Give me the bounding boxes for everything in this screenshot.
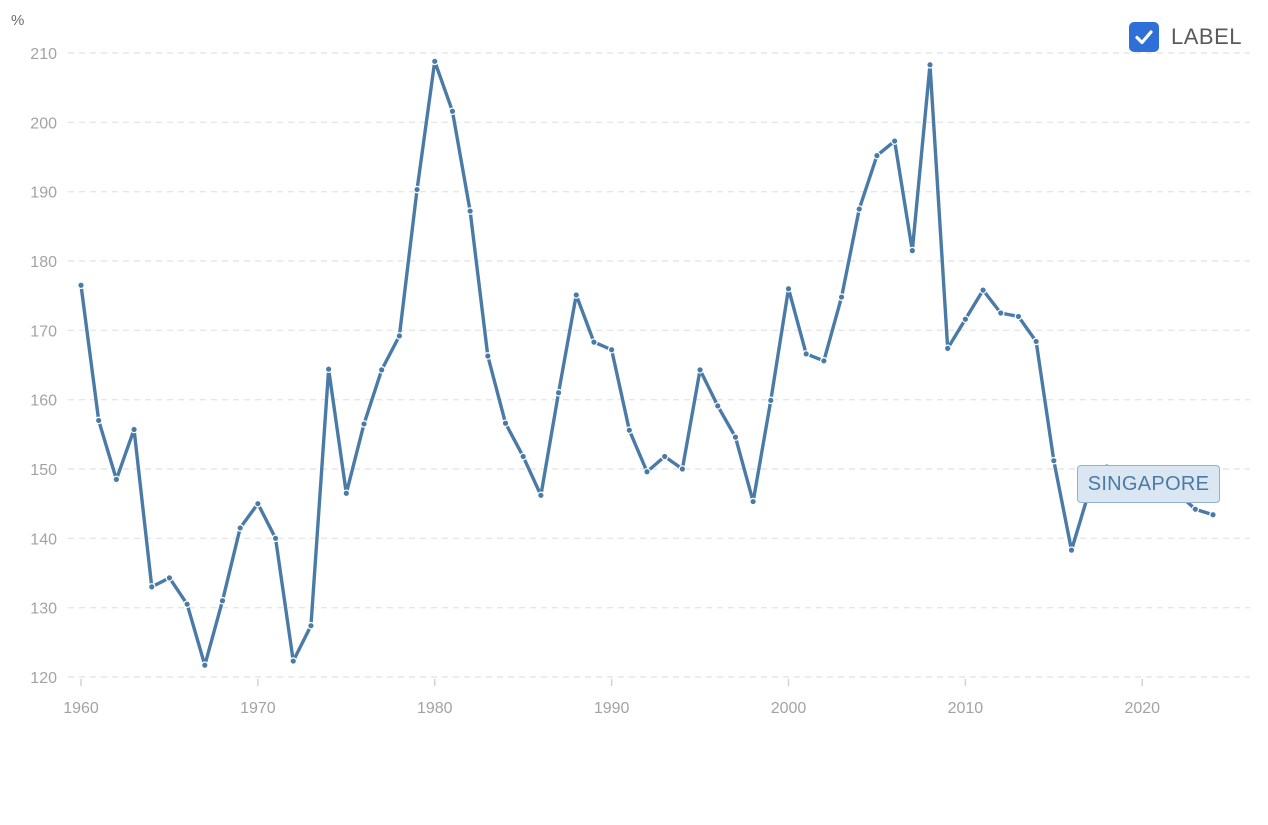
data-point[interactable] bbox=[713, 402, 722, 410]
data-point[interactable] bbox=[820, 357, 828, 365]
series-label-tag[interactable]: SINGAPORE bbox=[1077, 465, 1220, 503]
data-point[interactable] bbox=[802, 350, 810, 358]
data-point[interactable] bbox=[908, 246, 917, 255]
data-point[interactable] bbox=[112, 475, 121, 484]
legend-label: LABEL bbox=[1171, 24, 1242, 49]
y-tick-label: 210 bbox=[30, 46, 57, 63]
series-line-singapore bbox=[79, 59, 1215, 667]
y-axis-unit-label: % bbox=[11, 12, 25, 29]
y-axis-ticks: 120 130 140 150 160 170 180 190 200 210 bbox=[30, 46, 57, 687]
data-point[interactable] bbox=[448, 107, 457, 116]
data-point[interactable] bbox=[130, 425, 138, 434]
legend-checkbox[interactable] bbox=[1129, 22, 1159, 52]
data-point[interactable] bbox=[413, 185, 421, 194]
x-tick-label: 1960 bbox=[63, 700, 99, 717]
x-tick-label: 1980 bbox=[417, 700, 453, 717]
data-point[interactable] bbox=[837, 293, 846, 301]
data-point[interactable] bbox=[643, 467, 651, 476]
data-point[interactable] bbox=[943, 344, 952, 353]
data-point[interactable] bbox=[890, 137, 899, 145]
x-tick-label: 2020 bbox=[1124, 700, 1160, 717]
data-point[interactable] bbox=[307, 621, 315, 630]
data-point[interactable] bbox=[1067, 546, 1076, 554]
y-tick-label: 160 bbox=[30, 393, 57, 410]
data-point[interactable] bbox=[1032, 337, 1040, 346]
data-point[interactable] bbox=[466, 207, 474, 215]
data-point[interactable] bbox=[377, 366, 386, 374]
data-point[interactable] bbox=[484, 352, 492, 360]
data-point[interactable] bbox=[1014, 312, 1023, 321]
x-tick-label: 1970 bbox=[240, 700, 276, 717]
data-point[interactable] bbox=[660, 452, 669, 461]
data-point[interactable] bbox=[696, 366, 704, 374]
y-tick-label: 120 bbox=[30, 670, 57, 687]
data-point[interactable] bbox=[324, 365, 333, 373]
data-point[interactable] bbox=[501, 419, 510, 428]
y-tick-label: 140 bbox=[30, 531, 57, 548]
data-point[interactable] bbox=[183, 600, 191, 609]
data-point[interactable] bbox=[236, 524, 244, 532]
data-point[interactable] bbox=[855, 205, 864, 213]
checkmark-icon bbox=[1135, 30, 1153, 45]
legend-toggle[interactable]: LABEL bbox=[1129, 22, 1242, 52]
data-point[interactable] bbox=[360, 420, 368, 428]
data-point[interactable] bbox=[961, 315, 970, 324]
data-point[interactable] bbox=[979, 286, 987, 294]
data-point[interactable] bbox=[926, 60, 934, 69]
data-point[interactable] bbox=[218, 596, 227, 605]
y-tick-label: 150 bbox=[30, 462, 57, 479]
data-point[interactable] bbox=[996, 309, 1005, 317]
data-point[interactable] bbox=[342, 489, 351, 498]
x-tick-label: 2000 bbox=[771, 700, 807, 717]
gridlines bbox=[68, 52, 1250, 678]
y-tick-label: 130 bbox=[30, 601, 57, 618]
data-point[interactable] bbox=[147, 583, 156, 591]
x-tick-label: 1990 bbox=[594, 700, 630, 717]
data-point[interactable] bbox=[395, 332, 404, 340]
data-point[interactable] bbox=[572, 291, 581, 299]
data-point[interactable] bbox=[554, 388, 563, 397]
data-point[interactable] bbox=[430, 57, 439, 66]
data-point[interactable] bbox=[94, 416, 103, 425]
data-point[interactable] bbox=[1191, 505, 1200, 514]
y-tick-label: 170 bbox=[30, 323, 57, 340]
data-point[interactable] bbox=[77, 281, 85, 290]
y-tick-label: 180 bbox=[30, 254, 57, 271]
data-point[interactable] bbox=[749, 497, 757, 506]
data-point[interactable] bbox=[165, 574, 174, 582]
data-point[interactable] bbox=[625, 426, 634, 434]
data-point[interactable] bbox=[519, 452, 527, 461]
data-point[interactable] bbox=[537, 491, 545, 500]
data-point[interactable] bbox=[590, 338, 598, 346]
data-point[interactable] bbox=[1209, 510, 1217, 519]
series-points bbox=[77, 57, 1217, 670]
y-tick-label: 200 bbox=[30, 115, 57, 132]
y-tick-label: 190 bbox=[30, 185, 57, 202]
x-tick-label: 2010 bbox=[948, 700, 984, 717]
data-point[interactable] bbox=[1050, 456, 1058, 465]
data-point[interactable] bbox=[201, 661, 209, 670]
data-point[interactable] bbox=[873, 151, 881, 160]
data-point[interactable] bbox=[767, 396, 775, 405]
data-point[interactable] bbox=[731, 433, 740, 441]
data-point[interactable] bbox=[271, 534, 280, 543]
data-point[interactable] bbox=[784, 284, 793, 293]
data-point[interactable] bbox=[254, 499, 262, 508]
data-point[interactable] bbox=[289, 657, 298, 665]
data-point[interactable] bbox=[678, 465, 687, 473]
data-point[interactable] bbox=[607, 345, 616, 354]
x-axis-ticks: 1960 1970 1980 1990 2000 2010 2020 bbox=[63, 679, 1160, 717]
